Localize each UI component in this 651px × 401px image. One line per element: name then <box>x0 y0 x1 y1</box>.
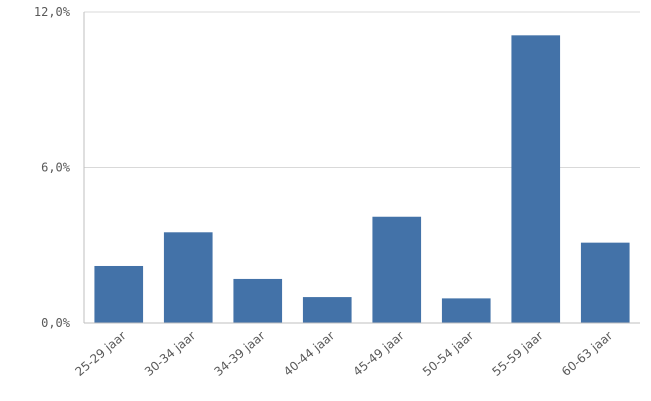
bar[interactable] <box>372 216 422 323</box>
bars <box>94 35 630 323</box>
x-tick-label: 50-54 jaar <box>420 329 476 379</box>
x-tick-label: 60-63 jaar <box>559 329 615 379</box>
bar[interactable] <box>163 232 213 323</box>
bar[interactable] <box>302 297 352 323</box>
y-tick-label: 12,0% <box>34 5 71 19</box>
x-tick-label: 40-44 jaar <box>281 329 337 379</box>
x-tick-label: 25-29 jaar <box>72 329 128 379</box>
bar[interactable] <box>441 298 491 323</box>
y-axis-ticks: 0,0% 6,0% 12,0% <box>34 5 71 330</box>
x-tick-label: 30-34 jaar <box>142 329 198 379</box>
bar[interactable] <box>233 278 283 323</box>
y-tick-label: 6,0% <box>41 161 71 175</box>
x-tick-label: 34-39 jaar <box>211 329 267 379</box>
y-tick-label: 0,0% <box>41 316 71 330</box>
x-tick-label: 45-49 jaar <box>350 329 406 379</box>
x-axis-labels: 25-29 jaar 30-34 jaar 34-39 jaar 40-44 jaar… <box>72 329 615 379</box>
x-tick-label: 55-59 jaar <box>489 329 545 379</box>
bar[interactable] <box>580 242 630 323</box>
bar[interactable] <box>94 265 144 323</box>
bar[interactable] <box>511 35 561 323</box>
